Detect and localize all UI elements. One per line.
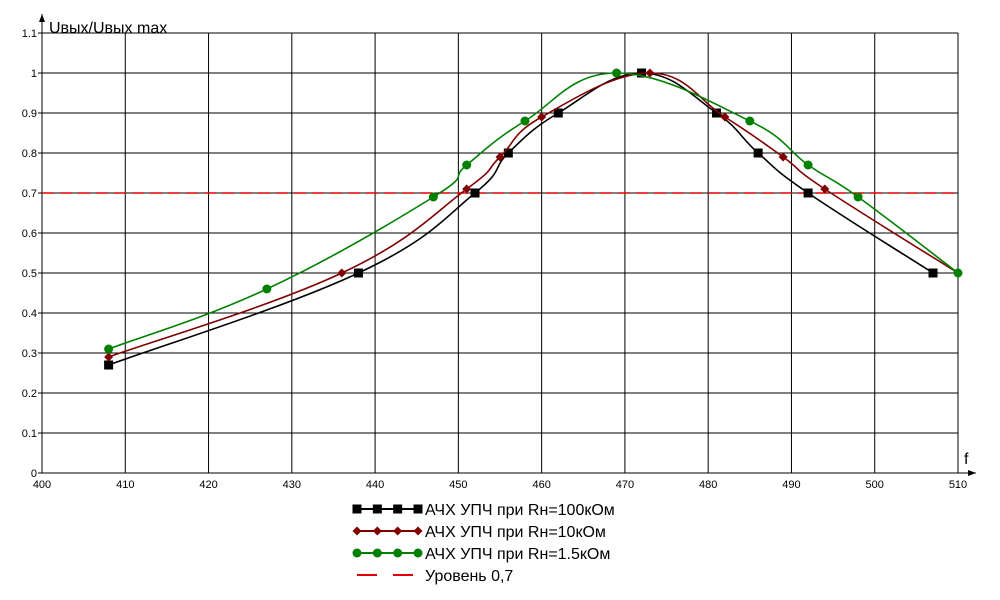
series-line-square — [108, 72, 934, 366]
legend-marker-diamond — [372, 526, 382, 536]
y-axis-arrow — [39, 14, 45, 22]
legend-marker-circle — [352, 548, 362, 558]
legend: АЧХ УПЧ при Rн=100кОм АЧХ УПЧ при Rн=10кО… — [352, 502, 615, 585]
y-tick-label: 0.8 — [22, 148, 37, 160]
legend-marker-diamond — [352, 526, 362, 536]
data-point-circle — [953, 268, 963, 278]
y-tick-label: 0.5 — [22, 268, 37, 280]
legend-marker-diamond — [413, 526, 423, 536]
data-point-circle — [520, 116, 530, 126]
data-point-square — [503, 148, 513, 158]
data-point-circle — [612, 68, 622, 78]
x-axis-arrow — [968, 470, 976, 476]
legend-marker-square — [393, 504, 403, 514]
legend-marker-square — [372, 504, 382, 514]
data-point-square — [470, 188, 480, 198]
y-tick-label: 0.7 — [22, 188, 37, 200]
data-point-square — [553, 108, 563, 118]
series-line-diamond — [108, 72, 959, 358]
legend-marker-square — [413, 504, 423, 514]
data-point-circle — [803, 160, 813, 170]
data-point-diamond — [104, 352, 114, 362]
data-point-circle — [462, 160, 472, 170]
data-point-circle — [428, 192, 438, 202]
x-axis-title: f — [964, 451, 969, 468]
series-layer — [104, 68, 963, 370]
x-tick-label: 450 — [449, 479, 467, 491]
x-tick-label: 440 — [366, 479, 384, 491]
y-tick-label: 1.1 — [22, 28, 37, 40]
data-point-square — [753, 148, 763, 158]
y-tick-label: 0.6 — [22, 228, 37, 240]
series-diamond — [104, 68, 963, 362]
x-tick-label: 500 — [866, 479, 884, 491]
data-point-diamond — [537, 112, 547, 122]
x-tick-label: 460 — [532, 479, 550, 491]
y-tick-label: 1 — [31, 68, 37, 80]
legend-marker-circle — [393, 548, 403, 558]
legend-marker-circle — [372, 548, 382, 558]
data-point-circle — [745, 116, 755, 126]
data-point-square — [104, 360, 114, 370]
y-tick-label: 0.2 — [22, 388, 37, 400]
data-point-diamond — [820, 184, 830, 194]
x-tick-label: 470 — [616, 479, 634, 491]
x-tick-label: 420 — [199, 479, 217, 491]
legend-label: Уровень 0,7 — [425, 568, 513, 585]
x-tick-label: 410 — [116, 479, 134, 491]
x-tick-label: 490 — [782, 479, 800, 491]
y-tick-label: 0.9 — [22, 108, 37, 120]
data-point-diamond — [495, 152, 505, 162]
x-tick-label: 510 — [949, 479, 967, 491]
legend-marker-diamond — [393, 526, 403, 536]
data-point-diamond — [645, 68, 655, 78]
axes — [38, 14, 976, 476]
legend-label: АЧХ УПЧ при Rн=10кОм — [425, 524, 606, 541]
grid-layer — [41, 32, 959, 474]
data-point-circle — [853, 192, 863, 202]
data-point-diamond — [778, 152, 788, 162]
legend-label: АЧХ УПЧ при Rн=1.5кОм — [425, 546, 610, 563]
data-point-diamond — [720, 112, 730, 122]
data-point-circle — [262, 284, 272, 294]
data-point-square — [712, 108, 722, 118]
x-tick-label: 480 — [699, 479, 717, 491]
legend-label: АЧХ УПЧ при Rн=100кОм — [425, 502, 615, 519]
data-point-square — [928, 268, 938, 278]
series-square — [104, 68, 938, 370]
x-tick-label: 400 — [33, 479, 51, 491]
y-tick-label: 0.1 — [22, 428, 37, 440]
data-point-square — [353, 268, 363, 278]
tick-labels: 400 410 420 430 440 450 460 470 480 490 500 510 0 0.1… — [22, 28, 967, 491]
series-circle — [104, 68, 963, 354]
series-line-circle — [108, 72, 959, 350]
x-tick-label: 430 — [283, 479, 301, 491]
y-tick-label: 0.4 — [22, 308, 37, 320]
legend-marker-circle — [413, 548, 423, 558]
data-point-square — [803, 188, 813, 198]
y-axis-title: Uвых/Uвых max — [49, 20, 167, 37]
y-tick-label: 0 — [31, 468, 37, 480]
data-point-circle — [104, 344, 114, 354]
data-point-diamond — [462, 184, 472, 194]
data-point-diamond — [337, 268, 347, 278]
legend-marker-square — [352, 504, 362, 514]
y-tick-label: 0.3 — [22, 348, 37, 360]
